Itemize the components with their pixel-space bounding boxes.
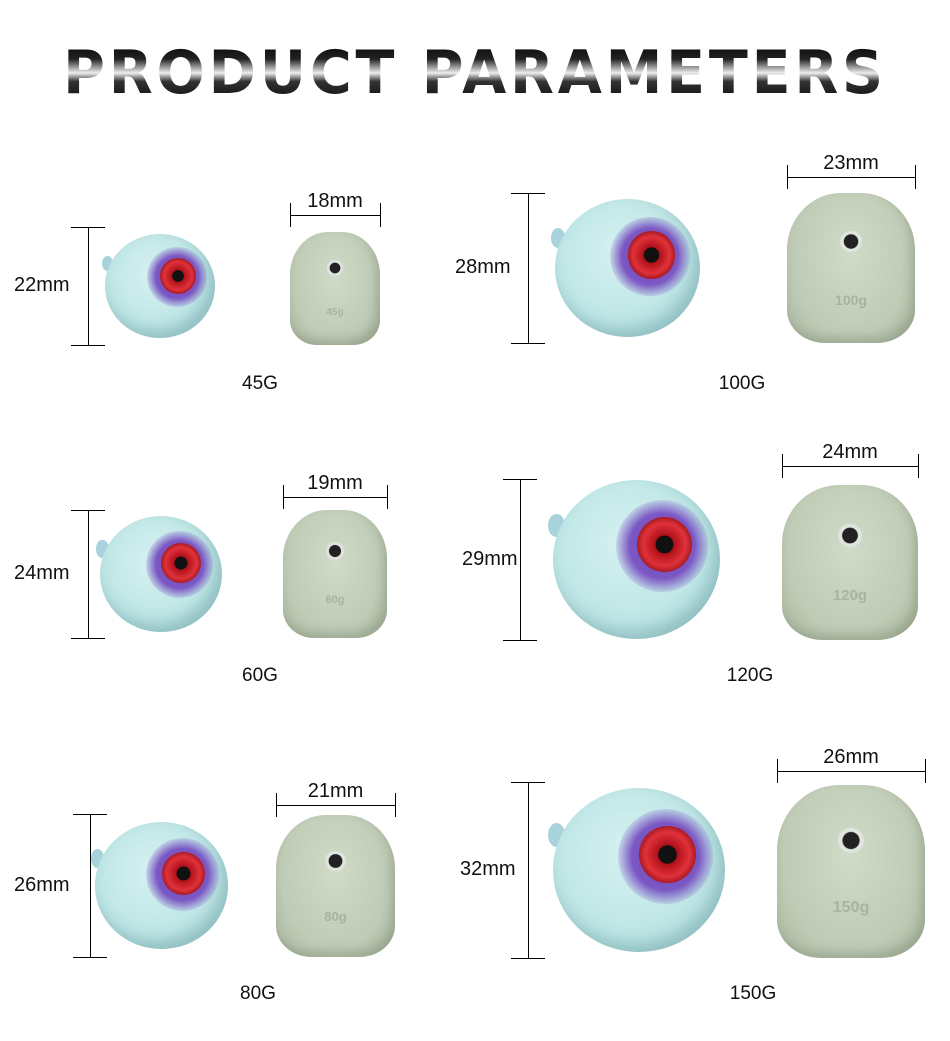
height-dimension-tick-bottom — [511, 343, 545, 344]
line-hole — [326, 542, 344, 560]
width-dimension-line — [276, 805, 395, 806]
height-dimension-line — [88, 227, 89, 345]
height-dimension-tick-top — [503, 479, 537, 480]
height-dimension-tick-top — [511, 782, 545, 783]
width-label: 23mm — [823, 152, 879, 174]
embossed-weight: 150g — [832, 899, 870, 917]
sinker-front-view — [290, 232, 380, 345]
width-label: 18mm — [307, 190, 363, 212]
sinker-front-view — [276, 815, 395, 957]
width-dimension-tick-right — [915, 165, 916, 189]
height-dimension-tick-top — [71, 227, 105, 228]
height-dimension-tick-bottom — [73, 957, 107, 958]
height-dimension-line — [528, 782, 529, 958]
eye-icon — [160, 257, 197, 295]
fin-shape — [101, 255, 113, 272]
sinker-front-view — [283, 510, 387, 638]
width-label: 19mm — [307, 472, 363, 494]
line-hole — [838, 523, 862, 547]
width-dimension-tick-left — [787, 165, 788, 189]
eye-icon — [161, 851, 206, 896]
weight-label: 45G — [242, 373, 278, 394]
embossed-weight: 100g — [835, 292, 867, 308]
height-label: 32mm — [460, 858, 516, 880]
embossed-weight: 60g — [325, 594, 345, 607]
height-dimension-line — [88, 510, 89, 638]
width-dimension-tick-right — [395, 793, 396, 817]
weight-label: 60G — [242, 665, 278, 686]
width-label: 21mm — [307, 780, 364, 802]
height-dimension-tick-bottom — [71, 638, 105, 639]
height-dimension-line — [90, 814, 91, 957]
width-dimension-tick-left — [777, 759, 778, 783]
sinker-front-view — [787, 193, 915, 343]
embossed-weight: 120g — [832, 587, 868, 605]
weight-label: 80G — [240, 983, 276, 1004]
height-label: 29mm — [462, 547, 518, 570]
height-dimension-tick-bottom — [503, 640, 537, 641]
height-dimension-line — [528, 193, 529, 343]
width-dimension-line — [782, 466, 918, 467]
eye-icon — [627, 231, 676, 279]
width-dimension-line — [283, 497, 387, 498]
width-dimension-tick-right — [380, 203, 381, 227]
line-hole — [838, 828, 864, 854]
eye-icon — [636, 516, 692, 573]
embossed-weight: 45g — [326, 306, 344, 318]
height-label: 24mm — [14, 562, 70, 584]
height-dimension-tick-top — [73, 814, 107, 815]
width-label: 26mm — [823, 746, 879, 768]
height-dimension-tick-bottom — [511, 958, 545, 959]
width-dimension-tick-right — [387, 485, 388, 509]
height-dimension-tick-top — [511, 193, 545, 194]
width-dimension-tick-left — [782, 454, 783, 478]
width-dimension-tick-left — [276, 793, 277, 817]
weight-label: 100G — [718, 373, 766, 394]
width-dimension-line — [777, 771, 925, 772]
embossed-weight: 80g — [324, 908, 347, 924]
width-dimension-tick-left — [283, 485, 284, 509]
width-dimension-line — [787, 177, 915, 178]
width-dimension-line — [290, 215, 380, 216]
weight-label: 150G — [729, 983, 777, 1004]
width-dimension-tick-right — [918, 454, 919, 478]
line-hole — [325, 850, 346, 871]
height-dimension-tick-top — [71, 510, 105, 511]
width-dimension-tick-left — [290, 203, 291, 227]
width-dimension-tick-right — [925, 759, 926, 783]
sinker-front-view — [782, 485, 918, 640]
eye-icon — [639, 826, 696, 883]
line-hole — [840, 230, 862, 253]
height-label: 22mm — [14, 274, 70, 296]
weight-label: 120G — [726, 665, 774, 686]
eye-icon — [161, 542, 202, 584]
line-hole — [327, 260, 343, 276]
width-label: 24mm — [822, 441, 878, 463]
height-label: 28mm — [455, 256, 511, 278]
sinker-front-view — [777, 785, 925, 958]
height-label: 26mm — [14, 873, 70, 896]
height-dimension-tick-bottom — [71, 345, 105, 346]
page-title: PRODUCT PARAMETERS — [24, 38, 927, 108]
height-dimension-line — [520, 479, 521, 640]
